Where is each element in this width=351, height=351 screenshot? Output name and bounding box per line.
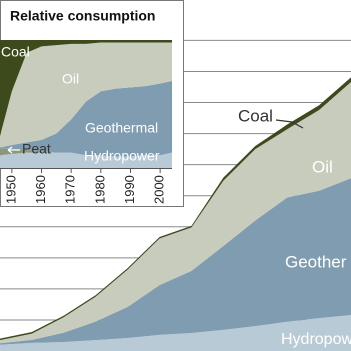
x-tick-label: 1980	[92, 175, 107, 204]
area-label: Oil	[62, 71, 79, 87]
area-coal	[0, 40, 172, 136]
area-label: Hydropower	[84, 148, 160, 164]
area-coal	[0, 77, 351, 341]
area-oil	[0, 42, 172, 148]
area-label: Hydropow	[281, 331, 351, 348]
area-label: Geother	[285, 252, 347, 271]
area-label: Geothermal	[85, 120, 158, 136]
area-hydropower	[0, 314, 351, 351]
x-tick-label: 2000	[152, 175, 167, 204]
leader-line	[275, 119, 304, 129]
x-tick-label: 1970	[63, 175, 78, 204]
inset-title: Relative consumption	[10, 8, 155, 24]
area-geothermal	[0, 178, 351, 345]
area-label: Oil	[312, 157, 333, 176]
peat-arrow	[7, 146, 20, 154]
area-label: Coal	[238, 106, 273, 125]
area-label: Peat	[22, 141, 51, 157]
x-tick-label: 1950	[3, 175, 18, 204]
area-geothermal	[0, 80, 172, 157]
x-tick-label: 1990	[122, 175, 137, 204]
area-oil	[0, 82, 351, 344]
area-label: Coal	[1, 44, 30, 60]
x-tick-label: 1960	[33, 175, 48, 204]
